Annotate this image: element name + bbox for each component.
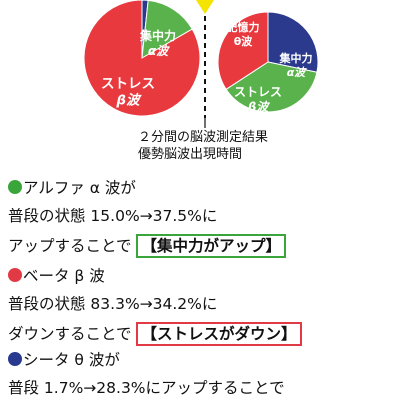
theta-heading-text: シータ θ 波が [23,351,120,369]
pie-slice [267,11,319,73]
beta-heading-text: ベータ β 波 [23,267,105,285]
pie-slice-label: 記憶力 θ波 [227,20,260,48]
yellow-arrow-tip [196,0,214,14]
pie-slice-label: 集中力 α波 [139,28,176,58]
alpha-heading-text: アルファ α 波が [23,179,136,197]
pie-slice [83,0,201,117]
theta-bullet-dot [8,352,22,366]
pie-slice [141,0,193,59]
pie-slice-label: ストレス β波 [101,76,155,109]
alpha-line-2: アップすることで 【集中力がアップ】 [8,234,400,258]
beta-line-2: ダウンすることで 【ストレスがダウン】 [8,322,400,346]
pie-slice [225,61,318,113]
beta-heading: ベータ β 波 [8,266,400,286]
beta-highlight-box: 【ストレスがダウン】 [136,322,302,346]
alpha-heading: アルファ α 波が [8,178,400,198]
alpha-highlight-box: 【集中力がアップ】 [136,234,286,258]
pie-slice [217,11,269,91]
alpha-line-2-text: アップすることで [8,237,132,255]
beta-line-1: 普段の状態 83.3%→34.2%に [8,295,218,313]
theta-heading: シータ θ 波が [8,350,400,370]
caption-line-1: ２分間の脳波測定結果 [138,130,269,145]
beta-bullet-dot [8,268,22,282]
caption-line-2: 優勢脳波出現時間 [138,147,243,162]
beta-line-2-text: ダウンすることで [8,325,132,343]
pie-slice-label: ストレス β波 [234,85,282,114]
theta-line-1: 普段 1.7%→28.3%にアップすることで [8,379,285,397]
pie-slice-label: 記憶力 θ波 [42,0,95,6]
alpha-line-1: 普段の状態 15.0%→37.5%に [8,207,218,225]
pie-slice-label: 集中力 α波 [279,51,313,79]
alpha-bullet-dot [8,180,22,194]
